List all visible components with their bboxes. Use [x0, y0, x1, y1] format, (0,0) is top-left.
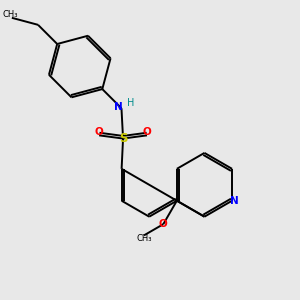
Text: H: H [127, 98, 134, 108]
Text: O: O [95, 128, 103, 137]
Text: N: N [230, 196, 239, 206]
Text: O: O [142, 128, 151, 137]
Text: CH₃: CH₃ [3, 10, 18, 19]
Text: CH₃: CH₃ [136, 234, 152, 243]
Text: S: S [119, 132, 127, 145]
Text: N: N [114, 102, 122, 112]
Text: O: O [158, 219, 167, 229]
